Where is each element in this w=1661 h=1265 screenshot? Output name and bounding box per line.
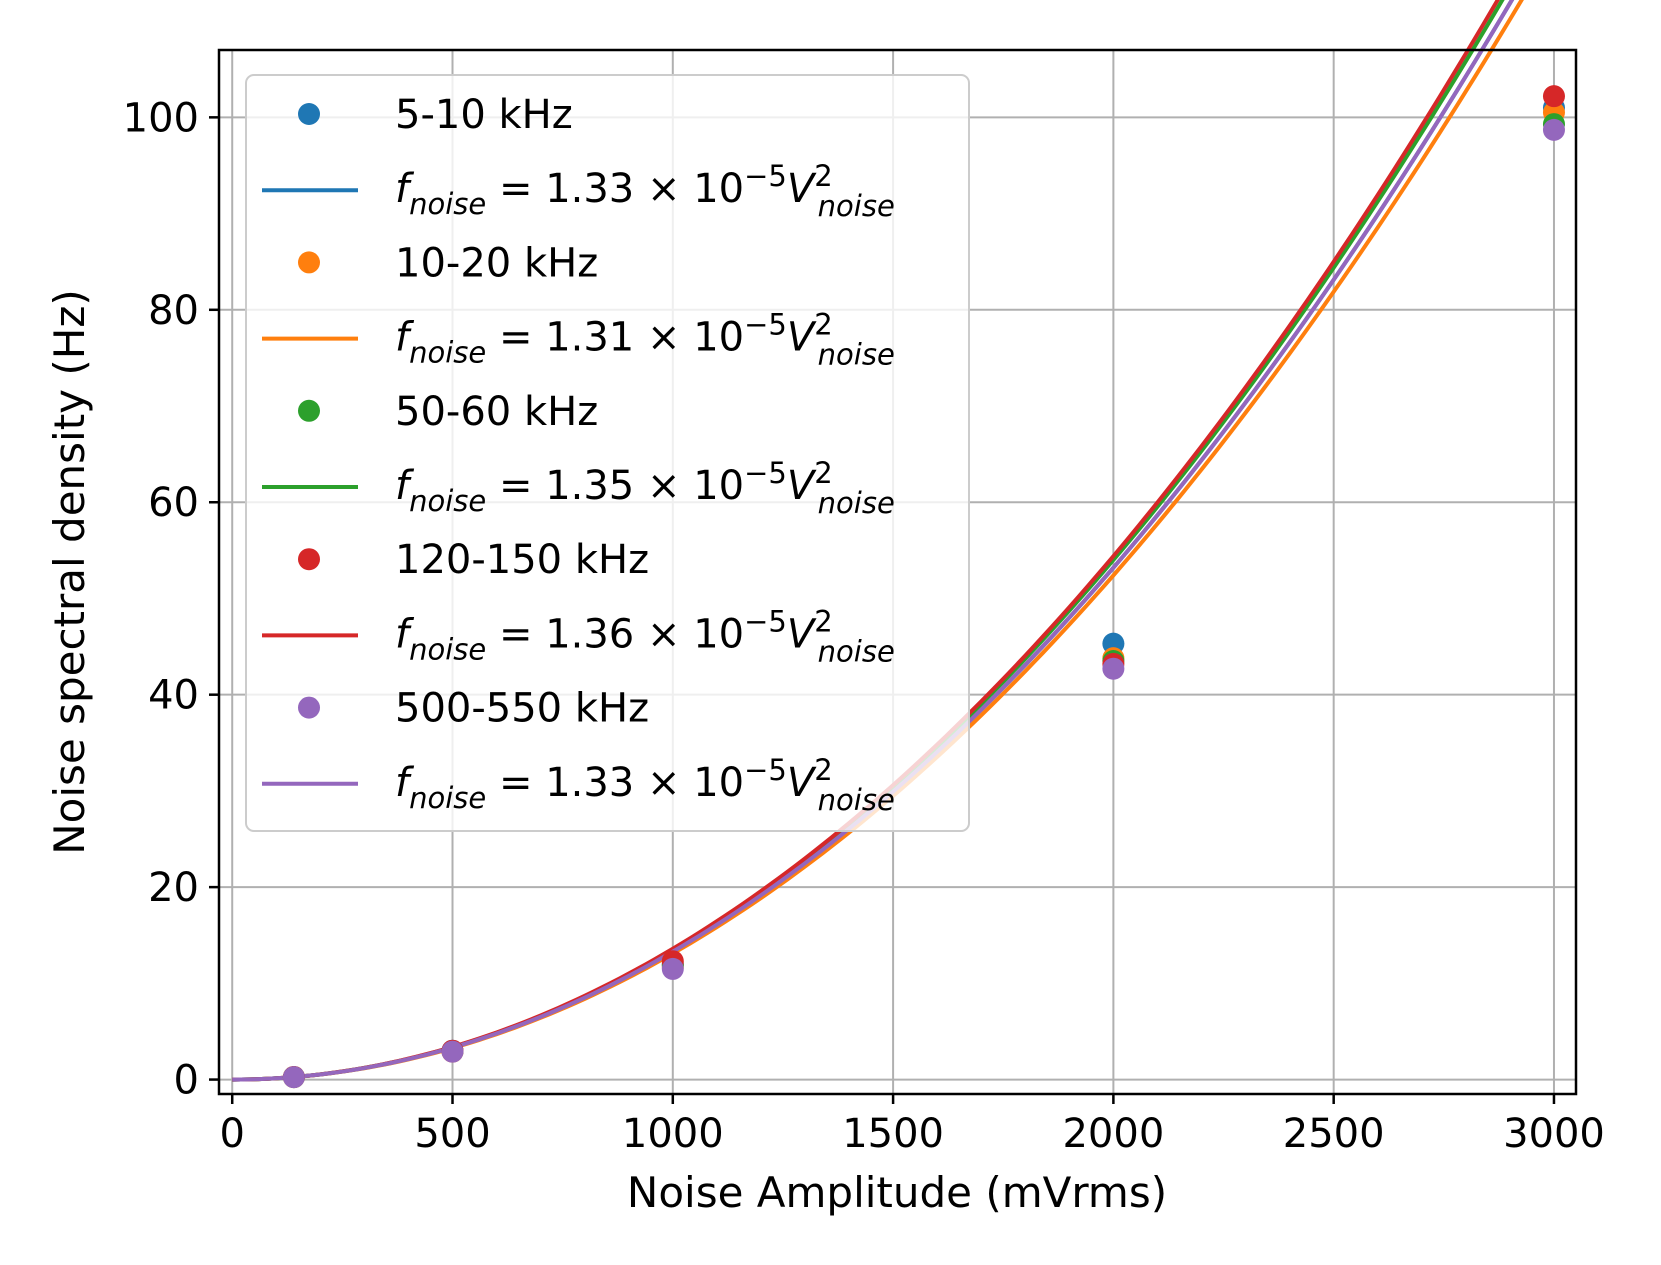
legend-label-1: 10-20 kHz xyxy=(395,240,598,286)
legend-label-0: 5-10 kHz xyxy=(395,92,573,138)
legend-fit-part: noise xyxy=(818,634,895,668)
legend-fit-part: 2 xyxy=(814,604,832,638)
legend-fit-part: −5 xyxy=(744,308,787,342)
legend-fit-part: = xyxy=(486,760,545,806)
legend-fit-part: noise xyxy=(818,189,895,223)
legend-fit-label-4: fnoise = 1.33 × 10−5V2 noise xyxy=(395,753,895,817)
legend-label-2: 50-60 kHz xyxy=(395,389,598,435)
legend-marker-4 xyxy=(298,696,320,719)
legend-fit-part: V xyxy=(787,611,817,657)
legend-fit-part: = xyxy=(486,166,545,212)
y-tick-label: 80 xyxy=(148,288,199,334)
data-point-4 xyxy=(1542,118,1565,141)
legend-fit-label-1: fnoise = 1.31 × 10−5V2 noise xyxy=(395,308,895,372)
y-tick-label: 20 xyxy=(148,865,199,911)
legend-fit-part: noise xyxy=(818,486,895,520)
legend-fit-part: V xyxy=(787,166,817,212)
y-tick-label: 100 xyxy=(123,95,199,141)
legend-fit-part: × 10 xyxy=(634,760,744,806)
x-tick-label: 500 xyxy=(414,1111,490,1157)
legend-fit-part: noise xyxy=(409,336,486,370)
legend-fit-label-0: fnoise = 1.33 × 10−5V2 noise xyxy=(395,159,895,223)
legend-fit-part: −5 xyxy=(744,753,787,787)
legend-fit-part: 1.33 xyxy=(545,760,634,806)
legend: 5-10 kHz fnoise = 1.33 × 10−5V2 noise 10-20… xyxy=(245,74,970,832)
data-point-4 xyxy=(1102,657,1125,680)
legend-fit-part: = xyxy=(486,463,545,509)
legend-fit-part: noise xyxy=(409,781,486,815)
x-tick-label: 3000 xyxy=(1503,1111,1605,1157)
legend-fit-part: = xyxy=(486,611,545,657)
x-tick-label: 0 xyxy=(219,1111,244,1157)
legend-label-3: 120-150 kHz xyxy=(395,537,649,583)
legend-fit-part: V xyxy=(787,463,817,509)
x-tick-label: 1000 xyxy=(622,1111,724,1157)
legend-fit-part: × 10 xyxy=(634,463,744,509)
y-tick-label: 0 xyxy=(174,1058,199,1104)
legend-marker-3 xyxy=(298,548,320,571)
legend-fit-part: noise xyxy=(409,484,486,518)
data-point-4 xyxy=(282,1066,305,1089)
legend-fit-part: 2 xyxy=(814,456,832,490)
legend-fit-part: V xyxy=(787,760,817,806)
legend-fit-part: 1.36 xyxy=(545,611,634,657)
legend-fit-part: −5 xyxy=(744,604,787,638)
legend-fit-label-2: fnoise = 1.35 × 10−5V2 noise xyxy=(395,456,895,520)
legend-fit-part: −5 xyxy=(744,159,787,193)
plot-frame xyxy=(217,48,1578,1096)
legend-fit-part: 1.31 xyxy=(545,315,634,361)
legend-fit-part: noise xyxy=(818,783,895,817)
legend-fit-part: V xyxy=(787,315,817,361)
axis-ticks: 0 500 1000 1500 2000 2500 3000 0 20 40 60 80 100 xyxy=(123,95,1605,1157)
legend-fit-part: 1.35 xyxy=(545,463,634,509)
legend-fit-part: 2 xyxy=(814,159,832,193)
legend-marker-0 xyxy=(298,103,320,125)
legend-fit-part: 2 xyxy=(814,308,832,342)
x-tick-label: 2000 xyxy=(1062,1111,1164,1157)
y-axis-label: Noise spectral density (Hz) xyxy=(45,289,94,855)
legend-fit-part: × 10 xyxy=(634,166,744,212)
legend-fit-label-3: fnoise = 1.36 × 10−5V2 noise xyxy=(395,604,895,668)
data-points xyxy=(282,85,1565,1089)
y-tick-label: 60 xyxy=(148,480,199,526)
data-point-3 xyxy=(1542,85,1565,108)
x-tick-label: 2500 xyxy=(1283,1111,1385,1157)
legend-fit-part: noise xyxy=(818,338,895,372)
legend-fit-part: 1.33 xyxy=(545,166,634,212)
legend-marker-1 xyxy=(298,251,320,274)
x-axis-label: Noise Amplitude (mVrms) xyxy=(627,1168,1167,1217)
legend-fit-part: 2 xyxy=(814,753,832,787)
data-point-4 xyxy=(661,957,684,980)
legend-fit-part: = xyxy=(486,315,545,361)
legend-label-4: 500-550 kHz xyxy=(395,686,649,732)
data-point-4 xyxy=(441,1040,464,1063)
legend-fit-part: noise xyxy=(409,632,486,666)
y-tick-label: 40 xyxy=(148,673,199,719)
legend-box xyxy=(245,74,970,832)
legend-fit-part: noise xyxy=(409,187,486,221)
x-tick-label: 1500 xyxy=(842,1111,944,1157)
legend-fit-part: × 10 xyxy=(634,315,744,361)
legend-fit-part: −5 xyxy=(744,456,787,490)
legend-marker-2 xyxy=(298,399,320,422)
legend-fit-part: × 10 xyxy=(634,611,744,657)
